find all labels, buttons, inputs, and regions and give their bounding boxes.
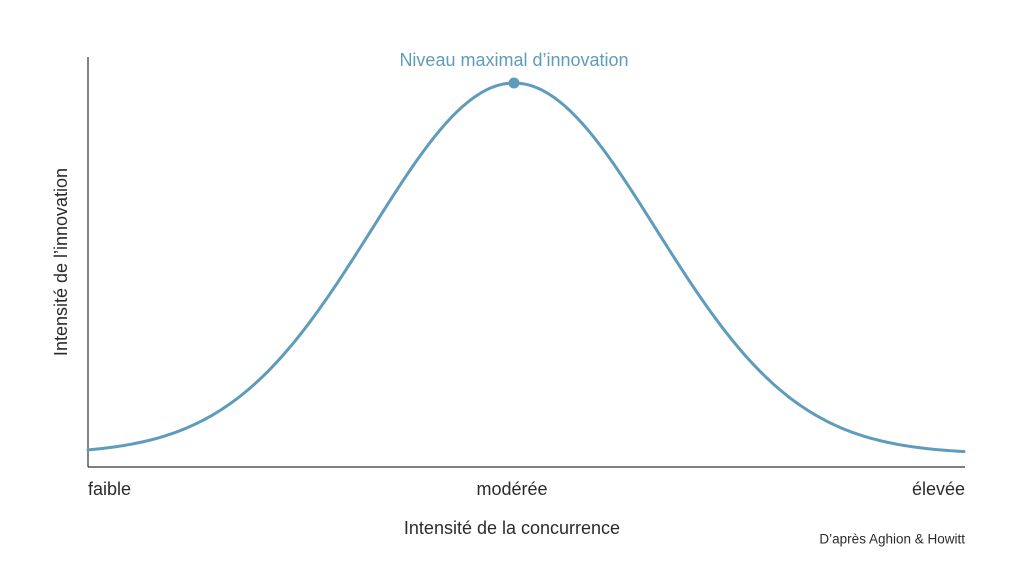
x-tick-label: élevée xyxy=(912,479,965,499)
source-note: D’après Aghion & Howitt xyxy=(819,532,965,547)
x-tick-label: faible xyxy=(88,479,131,499)
peak-point xyxy=(508,77,520,89)
x-tick-label: modérée xyxy=(476,479,547,499)
y-axis-label: Intensité de l’innovation xyxy=(51,168,71,356)
x-axis-label: Intensité de la concurrence xyxy=(404,518,620,538)
innovation-curve xyxy=(86,81,966,454)
peak-annotation: Niveau maximal d’innovation xyxy=(399,50,628,70)
